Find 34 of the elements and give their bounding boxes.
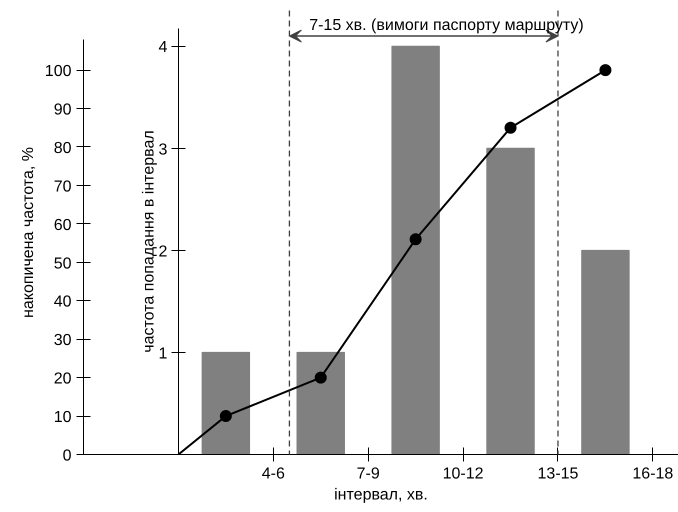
y-tick-label: 70 [54,178,72,196]
point [314,372,327,384]
y-tick-label: 90 [54,102,72,119]
y2-tick-label: 2 [158,243,168,260]
x-tick-label: 10-12 [442,466,484,482]
y-tick-label: 100 [44,63,72,80]
x-tick-label: 16-18 [632,466,674,482]
y-tick-label: 80 [54,140,72,157]
point [504,122,517,134]
bar [296,352,345,454]
y-tick-label: 0 [62,448,72,464]
point [410,233,422,246]
y-tick-label: 50 [54,255,72,272]
y2-tick-label: 4 [158,39,168,56]
y-tick-label: 30 [54,332,72,350]
y2-tick-label: 3 [158,141,168,158]
x-tick-label: 13-15 [538,466,579,482]
bar [486,148,535,454]
x-tick-label: 4-6 [262,466,285,482]
x-tick-label: 7-9 [356,466,380,482]
y-tick-label: 60 [54,216,72,234]
bar [581,250,630,454]
y-tick-label: 20 [54,370,72,388]
bar [391,46,440,454]
y2-tick-label: 1 [158,345,168,362]
point [220,410,232,422]
y-tick-label: 10 [54,409,72,426]
y-axis-title: накопичена частота, % [20,147,37,318]
x-axis-title: інтервал, хв. [334,486,428,504]
y-tick-label: 40 [54,294,72,311]
annotation: 7-15 хв. (вимоги паспорту маршруту) [309,17,584,34]
y2-axis-title: частота попадання в інтервал [140,130,158,353]
bar [202,352,250,454]
point [599,64,612,76]
